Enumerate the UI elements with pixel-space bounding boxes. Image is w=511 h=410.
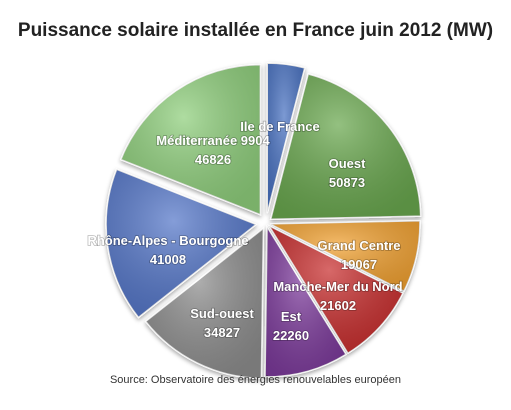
pie-slice-shading-1 [267, 63, 305, 214]
pie-label-value: 21602 [320, 298, 356, 313]
pie-label-8: Méditerranée 9904 46826 [156, 133, 270, 167]
chart-title: Puissance solaire installée en France ju… [17, 20, 494, 41]
pie-label-6: Sud-ouest 34827 [190, 306, 254, 340]
pie-label-name: Ile de France [240, 119, 319, 134]
pie-label-name: Méditerranée 9904 [156, 133, 270, 148]
pie-label-2: Ouest 50873 [329, 156, 367, 190]
pie-label-value: 34827 [204, 325, 240, 340]
pie-slice-shading-4 [268, 225, 403, 354]
pie-label-7: Rhône-Alpes - Bourgogne 41008 [87, 233, 248, 267]
pie-label-name: Sud-ouest [190, 306, 254, 321]
pie-label-name: Grand Centre [317, 238, 400, 253]
pie-slice-shading-3 [269, 220, 420, 292]
chart-source: Source: Observatoire des énergies renouv… [109, 374, 402, 386]
pie-label-name: Manche-Mer du Nord [273, 279, 402, 294]
pie-label-value: 50873 [329, 175, 365, 190]
pie-label-value: 41008 [150, 252, 186, 267]
pie-label-name: Est [281, 309, 302, 324]
pie-slice-shading-8 [120, 64, 261, 215]
pie-label-5: Est 22260 [273, 309, 309, 343]
pie-label-name: Ouest [329, 156, 367, 171]
pie-label-value: 46826 [195, 152, 231, 167]
pie-label-value: 22260 [273, 328, 309, 343]
pie-label-1: Ile de France [240, 119, 319, 134]
pie-slice-shading-2 [270, 74, 421, 220]
pie-slice-shading-5 [265, 226, 347, 377]
pie-slice-shading-6 [145, 228, 264, 379]
pie-label-value: 19067 [341, 257, 377, 272]
pie-label-3: Grand Centre 19067 [317, 238, 400, 272]
pie-slice-shading-7 [106, 169, 257, 318]
pie-label-4: Manche-Mer du Nord 21602 [273, 279, 402, 313]
pie-label-name: Rhône-Alpes - Bourgogne [87, 233, 248, 248]
